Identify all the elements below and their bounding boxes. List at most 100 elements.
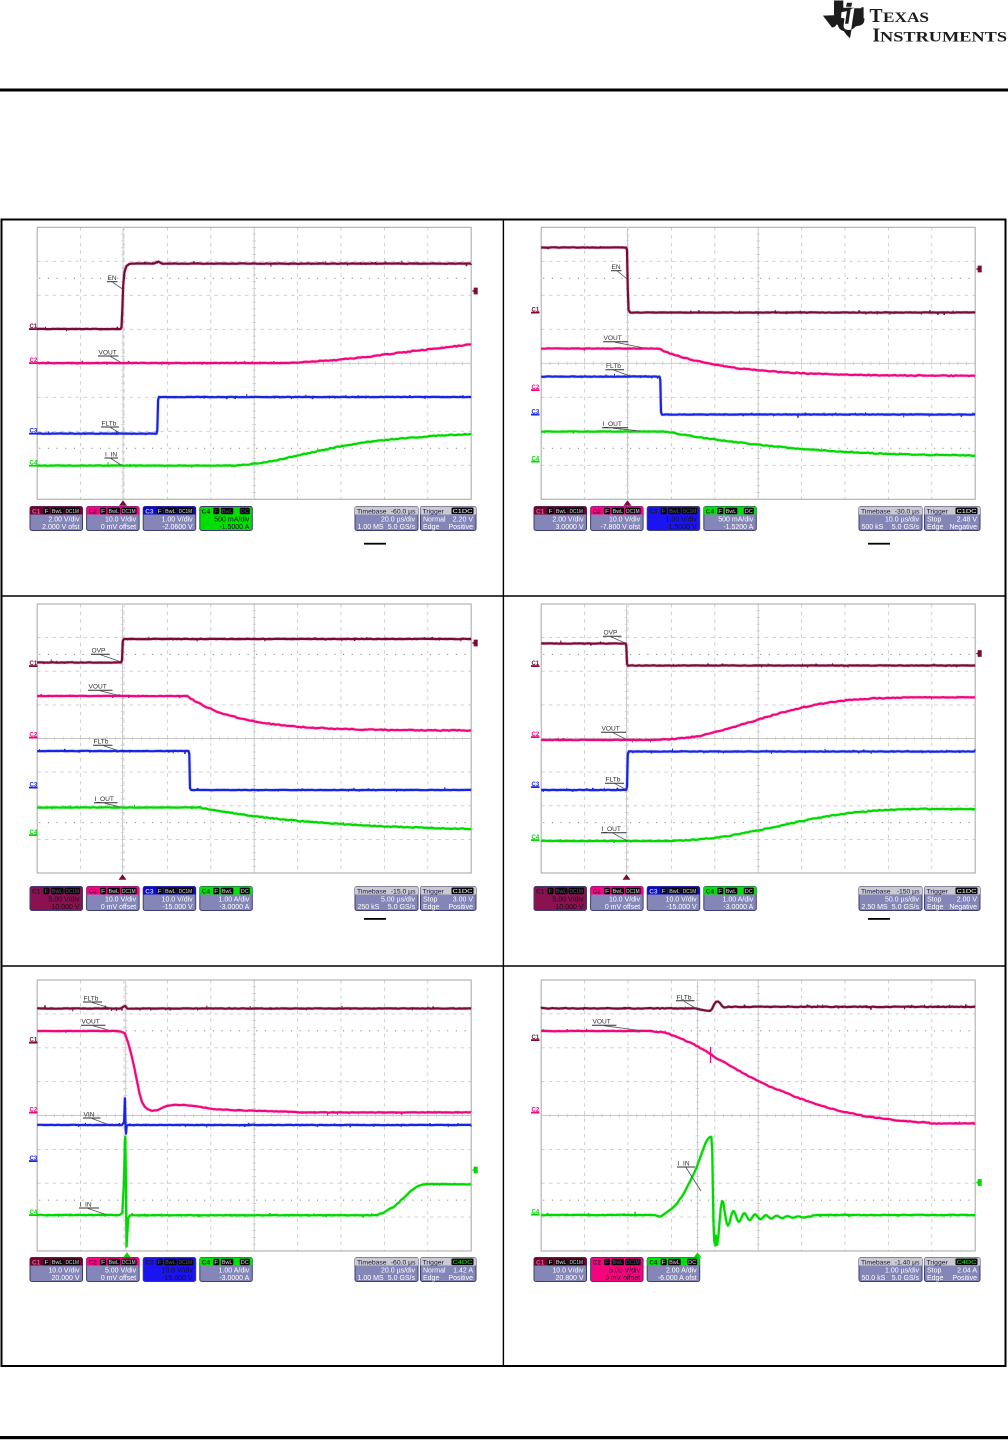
svg-text:I_IN: I_IN <box>678 1161 690 1168</box>
svg-text:BwL: BwL <box>726 509 737 515</box>
svg-text:DC1M: DC1M <box>65 1260 79 1266</box>
svg-text:0 mV offset: 0 mV offset <box>605 1275 640 1282</box>
svg-text:F: F <box>605 1260 609 1266</box>
svg-text:DC: DC <box>241 1260 249 1266</box>
svg-text:DC1M: DC1M <box>122 509 136 515</box>
svg-text:-1.5000 A: -1.5000 A <box>219 524 249 531</box>
svg-text:DC1M: DC1M <box>626 889 640 895</box>
svg-text:BwL: BwL <box>222 1260 233 1266</box>
svg-text:2.00 V/div: 2.00 V/div <box>48 517 80 524</box>
svg-text:C1: C1 <box>30 1037 38 1043</box>
svg-text:C2: C2 <box>89 889 98 896</box>
svg-text:-3.0000 A: -3.0000 A <box>219 904 249 911</box>
svg-text:BwL: BwL <box>556 889 567 895</box>
svg-text:BwL: BwL <box>726 889 737 895</box>
svg-text:500 kS: 500 kS <box>862 524 884 531</box>
svg-text:-60.0 µs: -60.0 µs <box>391 1259 416 1266</box>
svg-text:BwL: BwL <box>165 889 176 895</box>
svg-text:VOUT: VOUT <box>602 726 620 733</box>
svg-text:C4: C4 <box>202 1260 211 1267</box>
svg-text:FLTb: FLTb <box>606 777 621 784</box>
svg-text:C2: C2 <box>89 1260 98 1267</box>
svg-text:Negative: Negative <box>949 904 977 911</box>
svg-text:C4: C4 <box>649 1260 658 1267</box>
svg-text:F: F <box>101 509 105 515</box>
svg-text:F: F <box>158 509 162 515</box>
svg-text:Stop: Stop <box>927 1268 942 1275</box>
svg-text:1.00 MS: 1.00 MS <box>358 524 384 531</box>
svg-text:500 mA/div: 500 mA/div <box>214 517 250 524</box>
svg-text:I_IN: I_IN <box>80 1202 92 1209</box>
svg-text:Edge: Edge <box>423 1275 439 1282</box>
svg-text:BwL: BwL <box>165 509 176 515</box>
svg-text:0 mV offset: 0 mV offset <box>101 1275 136 1282</box>
svg-text:Stop: Stop <box>927 897 942 904</box>
svg-text:Timebase: Timebase <box>861 508 891 515</box>
svg-text:Stop: Stop <box>927 517 942 524</box>
svg-text:Edge: Edge <box>927 1275 943 1282</box>
svg-text:VOUT: VOUT <box>593 1019 611 1026</box>
svg-text:DC: DC <box>745 889 753 895</box>
svg-text:2.00 V: 2.00 V <box>957 897 978 904</box>
svg-text:C4: C4 <box>202 889 211 896</box>
svg-text:20.0 µs/div: 20.0 µs/div <box>381 517 415 524</box>
svg-text:5.0 GS/s: 5.0 GS/s <box>388 904 416 911</box>
svg-text:C2: C2 <box>593 889 602 896</box>
svg-text:5.0 GS/s: 5.0 GS/s <box>892 904 920 911</box>
svg-text:Positive: Positive <box>448 524 473 531</box>
svg-text:-15.0 µs: -15.0 µs <box>391 888 416 895</box>
svg-text:-3.0000 A: -3.0000 A <box>723 904 753 911</box>
svg-text:C2: C2 <box>532 1107 540 1113</box>
svg-text:BwL: BwL <box>222 509 233 515</box>
svg-text:I_OUT: I_OUT <box>603 421 622 428</box>
svg-text:1.00 µs/div: 1.00 µs/div <box>885 1268 919 1275</box>
svg-text:T: T <box>870 6 883 27</box>
svg-text:VOUT: VOUT <box>82 1019 100 1026</box>
svg-text:0 mV offset: 0 mV offset <box>101 904 136 911</box>
svg-text:C4: C4 <box>706 509 715 516</box>
svg-text:DC1M: DC1M <box>626 509 640 515</box>
svg-text:C1DC: C1DC <box>957 889 978 895</box>
svg-text:-15.000 V: -15.000 V <box>162 904 193 911</box>
svg-text:DC1M: DC1M <box>122 889 136 895</box>
svg-text:2.00 A/div: 2.00 A/div <box>666 1268 697 1275</box>
svg-text:C3: C3 <box>30 428 38 434</box>
svg-text:2.50 MS: 2.50 MS <box>862 904 888 911</box>
svg-text:F: F <box>718 889 722 895</box>
svg-text:C1DC: C1DC <box>957 509 978 515</box>
svg-text:C4: C4 <box>706 889 715 896</box>
svg-text:C1: C1 <box>30 324 38 330</box>
svg-text:BwL: BwL <box>556 509 567 515</box>
svg-text:Trigger: Trigger <box>927 1259 949 1266</box>
svg-text:C3: C3 <box>30 782 38 788</box>
svg-text:0 mV offset: 0 mV offset <box>101 524 136 531</box>
svg-text:-6.000 A ofst: -6.000 A ofst <box>658 1275 697 1282</box>
svg-text:BwL: BwL <box>613 1260 624 1266</box>
svg-text:3.00 V: 3.00 V <box>453 897 474 904</box>
svg-text:F: F <box>214 889 218 895</box>
svg-text:10.0 V/div: 10.0 V/div <box>48 1268 80 1275</box>
svg-text:DC: DC <box>688 1260 696 1266</box>
svg-text:C4: C4 <box>30 460 38 466</box>
svg-text:F: F <box>45 509 49 515</box>
svg-text:Positive: Positive <box>448 1275 473 1282</box>
svg-text:-1.5000 V: -1.5000 V <box>666 524 697 531</box>
svg-text:-3.0000 A: -3.0000 A <box>219 1275 249 1282</box>
svg-text:DC1M: DC1M <box>569 889 583 895</box>
svg-text:C2: C2 <box>593 1260 602 1267</box>
svg-text:C3: C3 <box>30 1156 38 1162</box>
svg-text:C2: C2 <box>30 358 38 364</box>
svg-text:F: F <box>662 1260 666 1266</box>
svg-text:1.00 A/div: 1.00 A/div <box>219 897 250 904</box>
svg-text:10.000 V: 10.000 V <box>555 904 583 911</box>
svg-text:1.00 MS: 1.00 MS <box>358 1275 384 1282</box>
svg-text:EN: EN <box>612 264 621 271</box>
svg-text:Timebase: Timebase <box>861 888 891 895</box>
svg-text:C4DC: C4DC <box>957 1260 978 1266</box>
svg-text:I: I <box>873 26 881 47</box>
svg-text:NSTRUMENTS: NSTRUMENTS <box>880 30 1007 46</box>
svg-text:F: F <box>605 889 609 895</box>
svg-text:FLTb: FLTb <box>94 739 109 746</box>
svg-text:BwL: BwL <box>556 1260 567 1266</box>
svg-text:Stop: Stop <box>423 897 438 904</box>
